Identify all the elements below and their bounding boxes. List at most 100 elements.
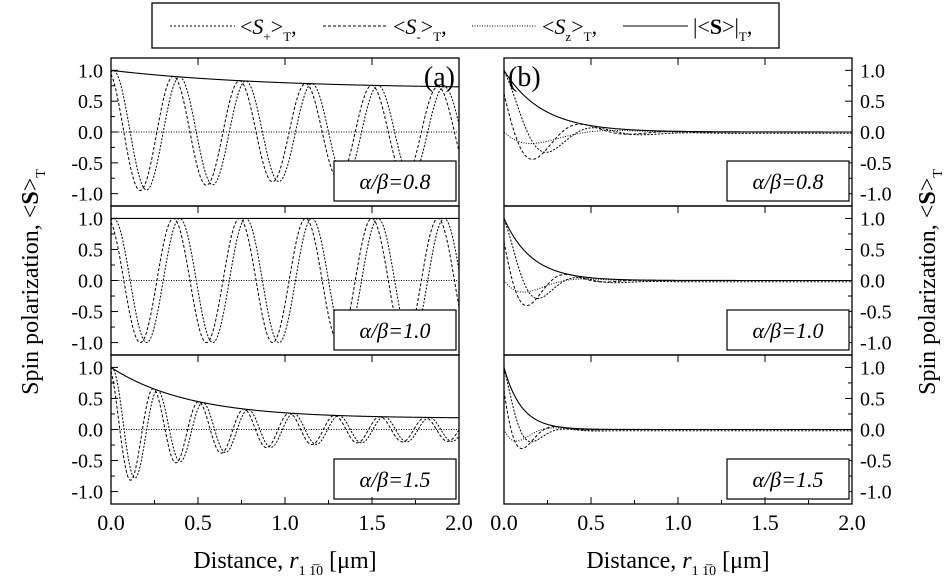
y-axis-label-sym: < [915,205,941,219]
y-tick-label: 0.5 [78,91,103,113]
y-axis-label-sym: < [18,205,44,219]
x-axis-label-b: Distance, r1 1̅0 [μm] [586,548,769,579]
legend: <S+>T, <S->T, <Sz>T, |<S>|T, [151,2,780,49]
series-sminus [503,93,852,160]
y-tick-label: 0.5 [860,388,885,410]
legend-comma-smag: , [747,14,753,39]
y-tick-label: -0.5 [71,451,103,473]
legend-label-smag: |<S>|T, [693,14,752,44]
legend-tsub-sz: T [584,29,592,44]
ratio-label: α/β=0.8 [360,169,431,194]
x-tick-label: 2.0 [838,510,866,535]
y-tick-label: 0.0 [78,271,103,293]
series-splus [503,71,852,153]
series-sminus [503,390,852,450]
legend-label-sz: <Sz>T, [542,14,597,44]
ratio-box [726,458,850,500]
x-tick-label: 0.5 [577,510,605,535]
panel-letter-b: (b) [508,62,541,93]
y-tick-label: 1.0 [78,208,103,230]
y-tick-label: 0.5 [860,91,885,113]
legend-sub-sminus: - [416,29,420,44]
y-tick-label: 1.0 [78,208,103,230]
series-splus [503,368,852,443]
y-tick-label: 1.0 [78,357,103,379]
y-tick-label: 0.5 [78,239,103,261]
ratio-box [333,160,457,202]
y-axis-label-right: Spin polarization, <S>T [915,169,946,395]
y-tick-label: 0.5 [78,388,103,410]
y-tick-label: 0.0 [860,122,885,144]
x-axis-label-var: r [682,548,692,574]
y-tick-label: 1.0 [78,357,103,379]
y-tick-label: 0.0 [860,420,885,442]
y-tick-label: 0.5 [78,239,103,261]
y-axis-label-sym: > [915,178,941,192]
y-axis-label-left-text: Spin polarization, <S>T [18,169,49,395]
x-tick-label: 2.0 [838,510,866,535]
y-tick-label: 0.0 [78,271,103,293]
x-tick-label: 1.5 [751,510,779,535]
x-tick-label: 0.5 [577,510,605,535]
y-tick-label: 0.0 [860,271,885,293]
legend-sub-sz: z [565,29,571,44]
series-smag [503,70,852,133]
legend-text-splus: S [252,14,263,39]
y-axis-label-sym: S [915,191,941,204]
plot-panels: 1.0 0.5 0.0 -0.5 -1.0 α/β=0.8 1.0 0.5 0.0 -0.5 -1.… [71,57,892,505]
x-axis-label-sub: 1 1̅0 [692,564,717,579]
legend-label-sminus: <S->T, [393,14,447,44]
y-tick-label: 0.0 [78,122,103,144]
y-tick-label: 0.0 [78,122,103,144]
series-smag [110,69,460,88]
y-axis-label-sub: T [931,169,946,178]
ratio-label: α/β=1.0 [753,318,824,343]
series-sminus [110,371,460,481]
legend-comma-splus: , [291,14,297,39]
y-tick-label: -0.5 [860,153,892,175]
y-tick-label: 1.0 [78,60,103,82]
y-tick-label: 1.0 [860,357,885,379]
y-axis-label-text: Spin polarization, [915,218,941,395]
y-tick-label: 1.0 [78,60,103,82]
x-axis-label-var: r [289,548,299,574]
ratio-box [333,458,457,500]
x-tick-label: 1.0 [271,510,299,535]
y-tick-label: -1.0 [860,482,892,504]
x-tick-label: 1.0 [664,510,692,535]
legend-text-smag: |< [693,14,710,39]
legend-text-smag: >| [722,14,739,39]
y-axis-label-sub: T [34,169,49,178]
x-axis-label-unit: [μm] [716,548,770,574]
y-tick-label: 1.0 [860,208,885,230]
ratio-label: α/β=0.8 [753,169,824,194]
legend-box [151,2,780,49]
y-tick-label: -0.5 [71,153,103,175]
axes: 0.0 0.5 1.0 1.5 2.0 0.0 0.5 1.0 1.5 2.0 [97,58,866,535]
legend-text-sz: S [554,14,565,39]
x-axis-label-a: Distance, r1 1̅0 [μm] [193,548,376,579]
y-tick-label: -1.0 [71,333,103,355]
ratio-box [333,309,457,351]
y-tick-label: -1.0 [71,184,103,206]
x-tick-label: 1.0 [271,510,299,535]
ratio-box [726,160,850,202]
y-tick-label: -1.0 [860,482,892,504]
x-tick-label: 1.0 [664,510,692,535]
legend-text-splus: > [271,14,283,39]
panel-b-1: 1.0 0.5 0.0 -0.5 -1.0 α/β=0.8 [503,57,892,207]
y-axis-label-right-text: Spin polarization, <S>T [915,169,946,395]
panel-b-2: 1.0 0.5 0.0 -0.5 -1.0 α/β=1.0 [503,205,892,356]
series-sminus [503,241,852,307]
y-tick-label: -1.0 [860,184,892,206]
y-tick-label: -0.5 [860,451,892,473]
x-tick-label: 0.5 [184,510,212,535]
legend-comma-sminus: , [441,14,447,39]
y-tick-label: 0.5 [78,388,103,410]
legend-label-splus: <S+>T, [240,14,297,44]
y-tick-label: 0.0 [860,420,885,442]
y-axis-label-sym: S [18,191,44,204]
x-tick-label: 0.0 [97,510,125,535]
y-tick-label: -0.5 [860,302,892,324]
x-axis-label: Distance, [193,548,289,574]
